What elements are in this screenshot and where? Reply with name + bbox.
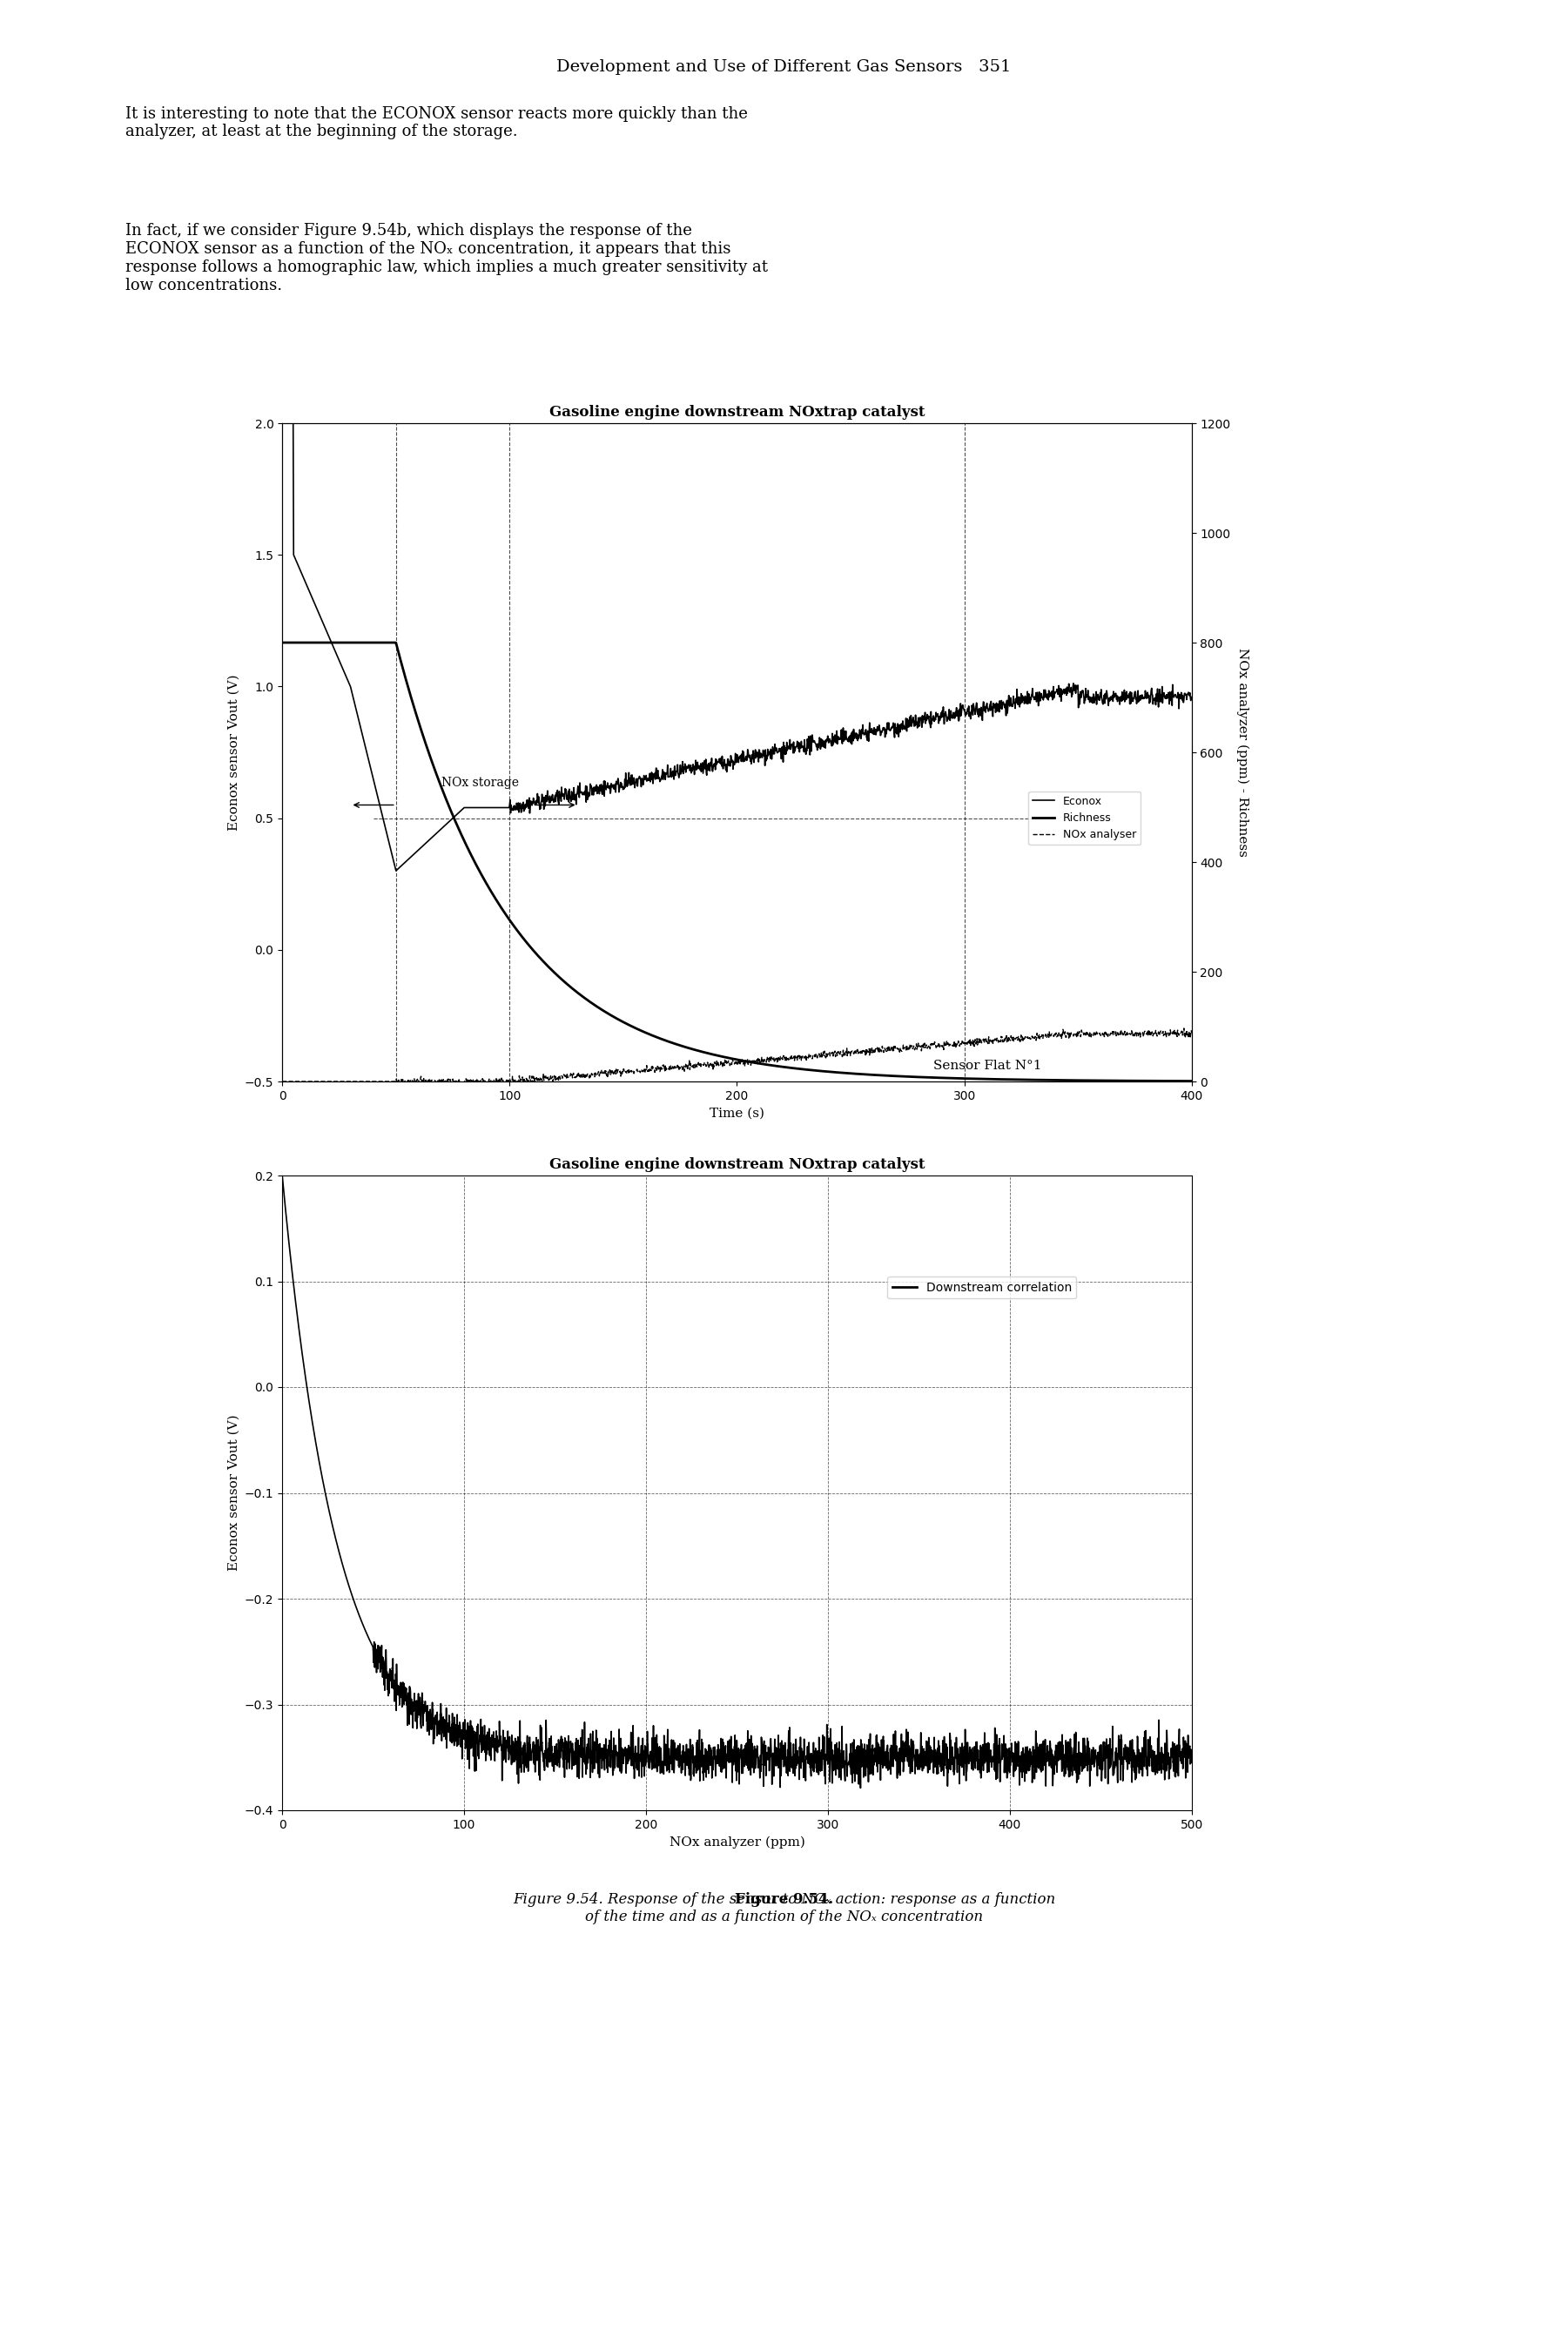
Richness [989,1065,1008,1093]
Text: Figure 9.54.: Figure 9.54. [735,1893,833,1907]
Econox [320,623,339,651]
Line: NOx analyser: NOx analyser [282,1027,1192,1086]
NOx analyser [715,1046,734,1074]
Downstream correlation [431,1716,450,1744]
Richness [320,628,339,656]
Y-axis label: Econox sensor Vout (V): Econox sensor Vout (V) [227,675,240,830]
NOx analyser [390,1072,409,1100]
Downstream correlation [662,1749,681,1777]
Richness [691,1037,710,1065]
Downstream correlation [1165,1733,1184,1761]
Legend: Econox, Richness, NOx analyser: Econox, Richness, NOx analyser [1029,792,1142,844]
Richness [273,628,292,656]
Econox [715,752,734,781]
Y-axis label: NOx analyzer (ppm) - Richness: NOx analyzer (ppm) - Richness [1236,649,1248,856]
NOx analyser [1156,1018,1174,1046]
Downstream correlation [851,1775,870,1803]
Title: Gasoline engine downstream NOxtrap catalyst: Gasoline engine downstream NOxtrap catal… [549,404,925,418]
Richness [715,1044,734,1072]
Legend: Downstream correlation: Downstream correlation [887,1277,1077,1298]
Downstream correlation [1066,1759,1085,1787]
Downstream correlation [376,1636,395,1665]
Econox [989,691,1008,719]
Text: NOx storage: NOx storage [442,776,519,790]
Downstream correlation [621,1719,640,1747]
Econox [691,750,710,778]
Line: Downstream correlation: Downstream correlation [282,1176,1192,1789]
Econox [1156,682,1174,710]
NOx analyser [1182,1018,1201,1046]
Y-axis label: Econox sensor Vout (V): Econox sensor Vout (V) [227,1415,240,1570]
Richness [1156,1067,1174,1096]
Econox [1156,684,1174,712]
Line: Richness: Richness [282,642,1192,1081]
Text: Development and Use of Different Gas Sensors   351: Development and Use of Different Gas Sen… [557,59,1011,75]
Text: Sensor Flat N°1: Sensor Flat N°1 [933,1060,1043,1072]
Text: It is interesting to note that the ECONOX sensor reacts more quickly than the
an: It is interesting to note that the ECONO… [125,106,748,139]
Downstream correlation [273,1161,292,1190]
Econox [1182,682,1201,710]
Richness [1182,1067,1201,1096]
NOx analyser [1156,1020,1174,1049]
Downstream correlation [1182,1740,1201,1768]
X-axis label: NOx analyzer (ppm): NOx analyzer (ppm) [670,1836,804,1848]
NOx analyser [691,1053,710,1081]
NOx analyser [320,1067,339,1096]
Econox [273,409,292,437]
Text: Figure 9.54. Response of the sensor to NOₓ action: response as a function
of the: Figure 9.54. Response of the sensor to N… [513,1893,1055,1925]
Richness [1156,1067,1174,1096]
Title: Gasoline engine downstream NOxtrap catalyst: Gasoline engine downstream NOxtrap catal… [549,1157,925,1171]
NOx analyser [1174,1013,1193,1041]
Text: In fact, if we consider Figure 9.54b, which displays the response of the
ECONOX : In fact, if we consider Figure 9.54b, wh… [125,223,768,294]
NOx analyser [273,1067,292,1096]
NOx analyser [989,1025,1008,1053]
Econox [387,856,406,884]
X-axis label: Time (s): Time (s) [710,1107,764,1119]
Line: Econox: Econox [282,423,1192,870]
